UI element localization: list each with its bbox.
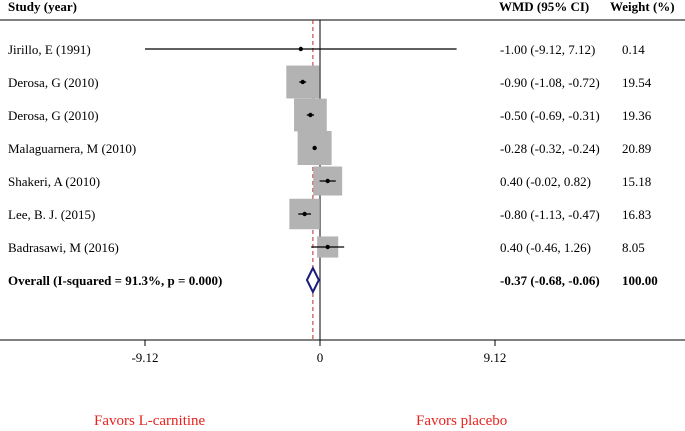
x-axis-ticks: -9.12 0 9.12 — [131, 340, 506, 365]
point-estimate — [325, 244, 330, 250]
weight-value: 19.36 — [622, 108, 652, 123]
ci-value: -0.80 (-1.13, -0.47) — [500, 207, 600, 222]
study-label: Derosa, G (2010) — [8, 75, 99, 90]
study-label: Lee, B. J. (2015) — [8, 207, 95, 222]
point-estimate — [325, 178, 330, 184]
study-label: Derosa, G (2010) — [8, 108, 99, 123]
x-tick-label: -9.12 — [131, 350, 158, 365]
point-estimate — [300, 79, 305, 85]
point-estimate — [308, 112, 313, 118]
wmd-column-header: WMD (95% CI) — [499, 0, 589, 14]
weight-value: 15.18 — [622, 174, 651, 189]
study-label: Malaguarnera, M (2010) — [8, 141, 136, 156]
study-row: Derosa, G (2010) -0.90 (-1.08, -0.72) 19.5… — [8, 65, 652, 99]
point-estimate — [312, 145, 317, 151]
x-tick-label: 0 — [317, 350, 324, 365]
favors-right-label: Favors placebo — [416, 413, 507, 429]
study-row: Lee, B. J. (2015) -0.80 (-1.13, -0.47) 16.… — [8, 198, 651, 230]
ci-value: -0.28 (-0.32, -0.24) — [500, 141, 600, 156]
overall-weight-value: 100.00 — [622, 273, 658, 288]
overall-diamond — [305, 265, 320, 295]
study-row: Shakeri, A (2010) 0.40 (-0.02, 0.82) 15.18 — [8, 166, 651, 196]
ci-value: -0.90 (-1.08, -0.72) — [500, 75, 600, 90]
overall-row: Overall (I-squared = 91.3%, p = 0.000) -0… — [8, 265, 658, 295]
study-row: Badrasawi, M (2016) 0.40 (-0.46, 1.26) 8.0… — [8, 236, 645, 258]
weight-value: 0.14 — [622, 42, 645, 57]
study-label: Shakeri, A (2010) — [8, 174, 100, 189]
ci-value: 0.40 (-0.46, 1.26) — [500, 240, 591, 255]
study-row: Derosa, G (2010) -0.50 (-0.69, -0.31) 19.3… — [8, 98, 652, 132]
weight-value: 19.54 — [622, 75, 652, 90]
study-rows: Jirillo, E (1991) -1.00 (-9.12, 7.12) 0.14… — [8, 42, 652, 258]
point-estimate — [298, 46, 304, 52]
favors-left-label: Favors L-carnitine — [94, 413, 206, 429]
point-estimate — [302, 211, 307, 217]
ci-value: 0.40 (-0.02, 0.82) — [500, 174, 591, 189]
ci-value: -0.50 (-0.69, -0.31) — [500, 108, 600, 123]
study-row: Malaguarnera, M (2010) -0.28 (-0.32, -0.2… — [8, 131, 651, 165]
overall-ci-value: -0.37 (-0.68, -0.06) — [500, 273, 600, 288]
study-label: Badrasawi, M (2016) — [8, 240, 119, 255]
ci-value: -1.00 (-9.12, 7.12) — [500, 42, 595, 57]
weight-column-header: Weight (%) — [610, 0, 675, 14]
weight-value: 20.89 — [622, 141, 651, 156]
overall-label: Overall (I-squared = 91.3%, p = 0.000) — [8, 273, 222, 288]
study-column-header: Study (year) — [8, 0, 77, 14]
x-tick-label: 9.12 — [484, 350, 507, 365]
study-row: Jirillo, E (1991) -1.00 (-9.12, 7.12) 0.14 — [8, 42, 645, 57]
weight-value: 16.83 — [622, 207, 651, 222]
study-label: Jirillo, E (1991) — [8, 42, 91, 57]
weight-value: 8.05 — [622, 240, 645, 255]
